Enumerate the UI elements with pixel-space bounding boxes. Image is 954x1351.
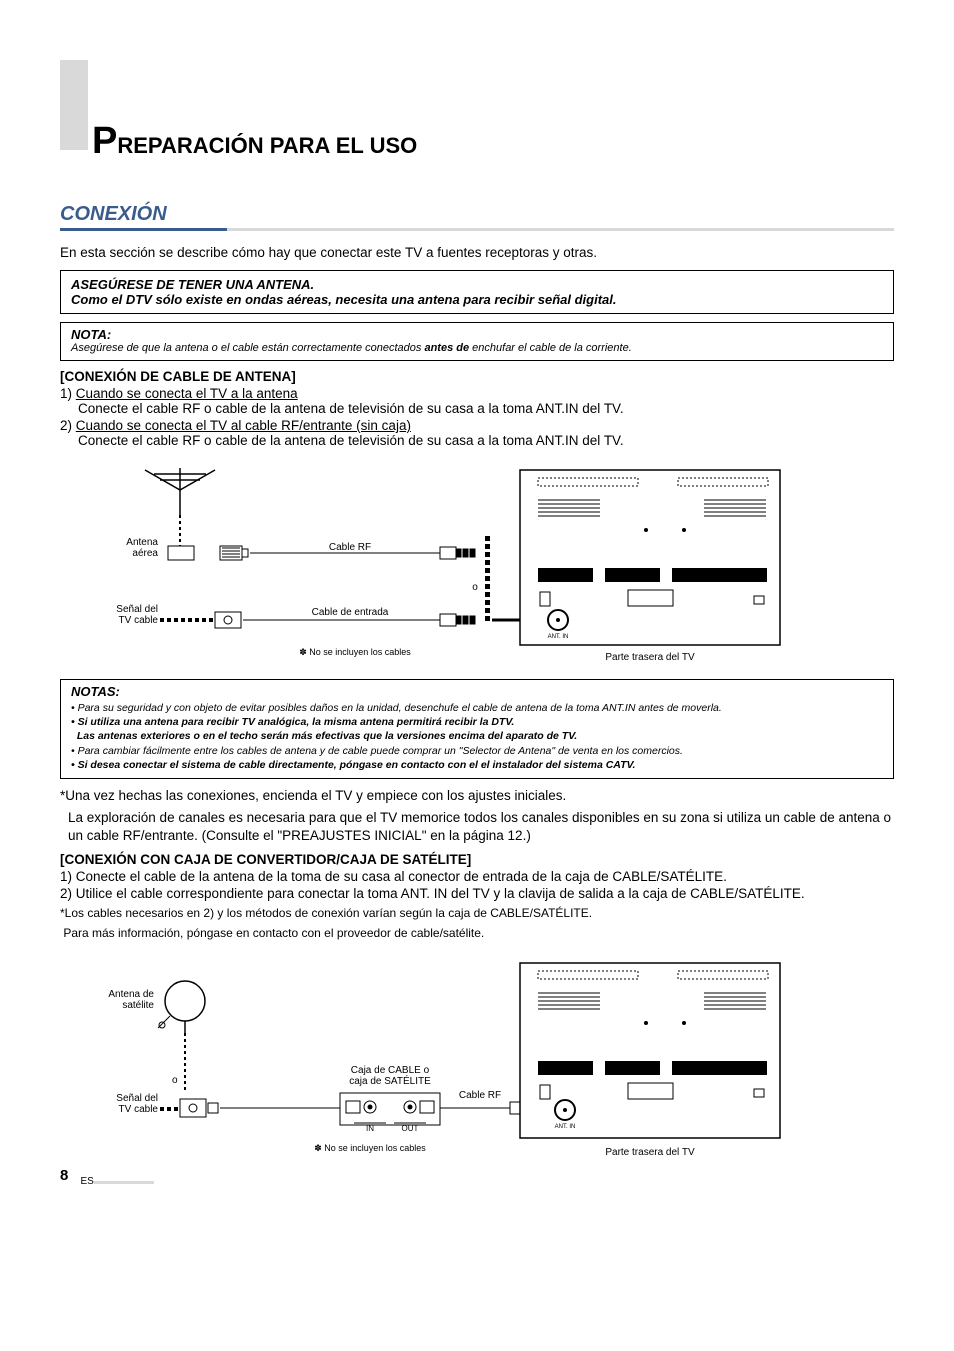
diagram-2: Antena desatélite o Señal delTV cable Ca… [60,953,894,1173]
chapter-first-letter: P [92,120,117,162]
d1-antin: ANT. IN [548,634,569,640]
notas2-item: • Para su seguridad y con objeto de evit… [71,701,883,715]
step1b-num: 2) [60,418,76,433]
d1-nocables: ✽ No se incluyen los cables [299,647,411,657]
step1a-underline: Cuando se conecta el TV a la antena [76,386,298,401]
antenna-warn-line1: ASEGÚRESE DE TENER UNA ANTENA. [71,277,883,292]
side-tab [60,60,88,150]
notas2-item: • Para cambiar fácilmente entre los cabl… [71,744,883,758]
nota1-title: NOTA: [71,327,883,342]
section-heading: CONEXIÓN [60,203,894,231]
intro-text: En esta sección se describe cómo hay que… [60,245,894,260]
notas2-item: • Si utiliza una antena para recibir TV … [71,715,883,729]
step1b-underline: Cuando se conecta el TV al cable RF/entr… [76,418,411,433]
antenna-warn-line2: Como el DTV sólo existe en ondas aéreas,… [71,292,883,307]
subsection-converter: [CONEXIÓN CON CAJA DE CONVERTIDOR/CAJA D… [60,852,894,867]
para2b: La exploración de canales es necesaria p… [60,809,894,845]
step1b-desc: Conecte el cable RF o cable de la antena… [60,433,894,448]
d2-nocables: ✽ No se incluyen los cables [314,1143,426,1153]
antenna-warning-box: ASEGÚRESE DE TENER UNA ANTENA. Como el D… [60,270,894,314]
d1-senal: Señal delTV cable [116,604,158,626]
step1a-num: 1) [60,386,76,401]
d1-o: o [472,582,478,593]
notas2-item: • Si desea conectar el sistema de cable … [71,758,883,772]
para2a: *Una vez hechas las conexiones, encienda… [60,787,894,805]
notas2-box: NOTAS: • Para su seguridad y con objeto … [60,679,894,779]
d2-senal: Señal delTV cable [116,1093,158,1115]
notas2-item: Las antenas exteriores o en el techo ser… [71,729,883,743]
page-num-val: 8 [60,1167,68,1184]
nota1-post: enchufar el cable de la corriente. [469,342,632,354]
nota1-bold: antes de [424,342,469,354]
chapter-title: PREPARACIÓN PARA EL USO [60,120,894,163]
page-number: 8 ES [60,1167,154,1187]
foot2: Para más información, póngase en contact… [60,925,894,941]
d2-out: OUT [402,1124,419,1133]
foot1: *Los cables necesarios en 2) y los métod… [60,905,894,921]
d1-parte: Parte trasera del TV [605,652,695,663]
notas2-title: NOTAS: [71,684,883,699]
diagram-1: Antenaaérea Cable RF o Señal delTV [60,460,894,675]
d2-o: o [172,1075,178,1086]
d2-sat: Antena desatélite [108,989,154,1011]
d1-antena-label1: Antenaaérea [126,537,158,559]
page-locale: ES [81,1176,94,1187]
d2-cablerf: Cable RF [459,1090,501,1101]
d2-parte: Parte trasera del TV [605,1147,695,1158]
d2-in: IN [366,1124,374,1133]
nota1-body: Asegúrese de que la antena o el cable es… [71,342,883,354]
d2-antin: ANT. IN [555,1124,576,1130]
d1-cable-rf: Cable RF [329,542,371,553]
notas2-list: • Para su seguridad y con objeto de evit… [71,701,883,772]
step1b: 2) Cuando se conecta el TV al cable RF/e… [60,418,894,448]
step2b: 2) Utilice el cable correspondiente para… [60,886,894,901]
step1a: 1) Cuando se conecta el TV a la antena C… [60,386,894,416]
subsection-antenna: [CONEXIÓN DE CABLE DE ANTENA] [60,369,894,384]
step2a: 1) Conecte el cable de la antena de la t… [60,869,894,884]
step1a-desc: Conecte el cable RF o cable de la antena… [60,401,894,416]
chapter-rest: REPARACIÓN PARA EL USO [117,133,417,158]
d1-cable-entrada: Cable de entrada [312,607,389,618]
d2-caja: Caja de CABLE ocaja de SATÉLITE [349,1065,431,1087]
nota1-pre: Asegúrese de que la antena o el cable es… [71,342,424,354]
nota1-box: NOTA: Asegúrese de que la antena o el ca… [60,322,894,361]
